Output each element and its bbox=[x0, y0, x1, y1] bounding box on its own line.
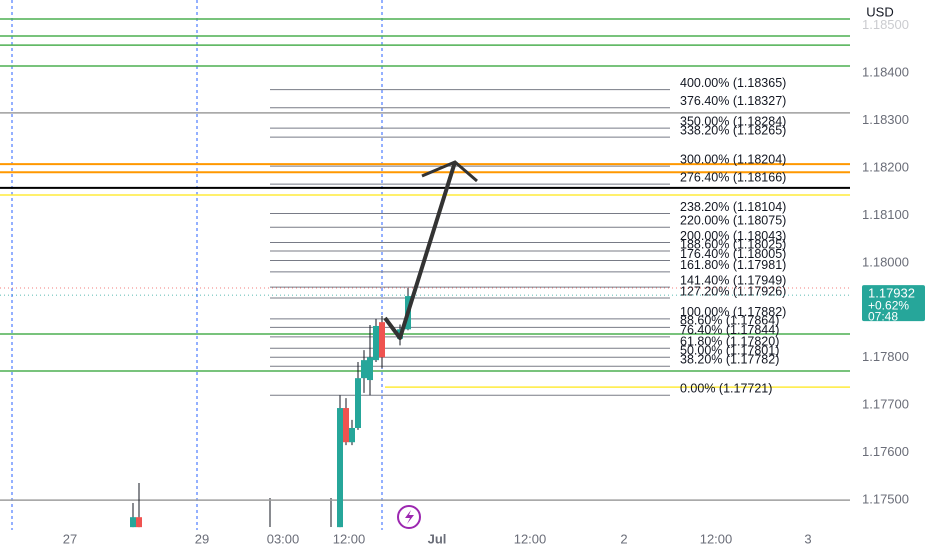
fib-label: 400.00% (1.18365) bbox=[680, 76, 786, 90]
candle-body bbox=[373, 325, 379, 361]
projection-arrow bbox=[383, 161, 457, 340]
fib-label: 300.00% (1.18204) bbox=[680, 152, 786, 166]
fib-label: 376.40% (1.18327) bbox=[680, 94, 786, 108]
candle-body bbox=[337, 408, 343, 528]
arrow-head bbox=[421, 160, 478, 183]
candle-body bbox=[361, 360, 367, 379]
fib-label: 61.80% (1.17820) bbox=[680, 335, 779, 349]
x-tick-label: 3 bbox=[804, 531, 811, 546]
lightning bbox=[405, 510, 414, 524]
candle-body bbox=[355, 378, 361, 428]
fib-label: 0.00% (1.17721) bbox=[680, 382, 772, 396]
y-tick-label: 1.18200 bbox=[862, 159, 909, 174]
y-tick-label: 1.17600 bbox=[862, 444, 909, 459]
fib-label: 338.20% (1.18265) bbox=[680, 123, 786, 137]
candle-body bbox=[343, 408, 349, 443]
price-tag-value: 1.17932 bbox=[868, 286, 915, 301]
fib-label: 350.00% (1.18284) bbox=[680, 114, 786, 128]
currency: USD bbox=[866, 4, 893, 19]
fib-label: 176.40% (1.18005) bbox=[680, 247, 786, 261]
x-tick-label: 12:00 bbox=[700, 531, 733, 546]
fib-label: 220.00% (1.18075) bbox=[680, 214, 786, 228]
fib-label: 100.00% (1.17882) bbox=[680, 305, 786, 319]
fib-label: 38.20% (1.17782) bbox=[680, 353, 779, 367]
candle-body bbox=[367, 357, 373, 381]
y-tick-label: 1.18100 bbox=[862, 207, 909, 222]
x-tick-label: 2 bbox=[620, 531, 627, 546]
y-tick-label: 1.18500 bbox=[862, 17, 909, 32]
y-tick-label: 1.18400 bbox=[862, 65, 909, 80]
price-tag-change: +0.62% bbox=[868, 298, 909, 312]
candle-body bbox=[379, 322, 385, 358]
fib-label: 127.20% (1.17926) bbox=[680, 284, 786, 298]
fib-label: 141.40% (1.17949) bbox=[680, 273, 786, 287]
fib-label: 238.20% (1.18104) bbox=[680, 200, 786, 214]
fib-label: 76.40% (1.17844) bbox=[680, 323, 779, 337]
fib-label: 200.00% (1.18043) bbox=[680, 229, 786, 243]
price-tag-countdown: 07:48 bbox=[868, 309, 898, 323]
price-tag bbox=[862, 285, 925, 322]
candle-body bbox=[130, 517, 136, 528]
x-tick-label: 12:00 bbox=[333, 531, 366, 546]
candle-body bbox=[349, 427, 355, 443]
x-tick-label: Jul bbox=[428, 531, 447, 546]
x-tick-label: 29 bbox=[195, 531, 209, 546]
x-tick-label: 12:00 bbox=[514, 531, 547, 546]
y-tick-label: 1.18000 bbox=[862, 254, 909, 269]
candle-body bbox=[136, 517, 142, 528]
x-tick-label: 03:00 bbox=[267, 531, 300, 546]
event-icon[interactable] bbox=[397, 505, 421, 529]
y-tick-label: 1.17800 bbox=[862, 349, 909, 364]
y-tick-label: 1.17500 bbox=[862, 492, 909, 507]
y-tick-label: 1.17700 bbox=[862, 397, 909, 412]
plot: 1.18500 1.18400 1.18300 1.18200 1.18100 1.180… bbox=[0, 17, 925, 546]
fib-label: 161.80% (1.17981) bbox=[680, 258, 786, 272]
y-tick-label: 1.18300 bbox=[862, 112, 909, 127]
x-tick-label: 27 bbox=[63, 531, 77, 546]
fib-label: 188.60% (1.18025) bbox=[680, 237, 786, 251]
fib-label: 50.00% (1.17801) bbox=[680, 344, 779, 358]
fib-label: 276.40% (1.18166) bbox=[680, 170, 786, 184]
fib-label: 88.60% (1.17864) bbox=[680, 314, 779, 328]
